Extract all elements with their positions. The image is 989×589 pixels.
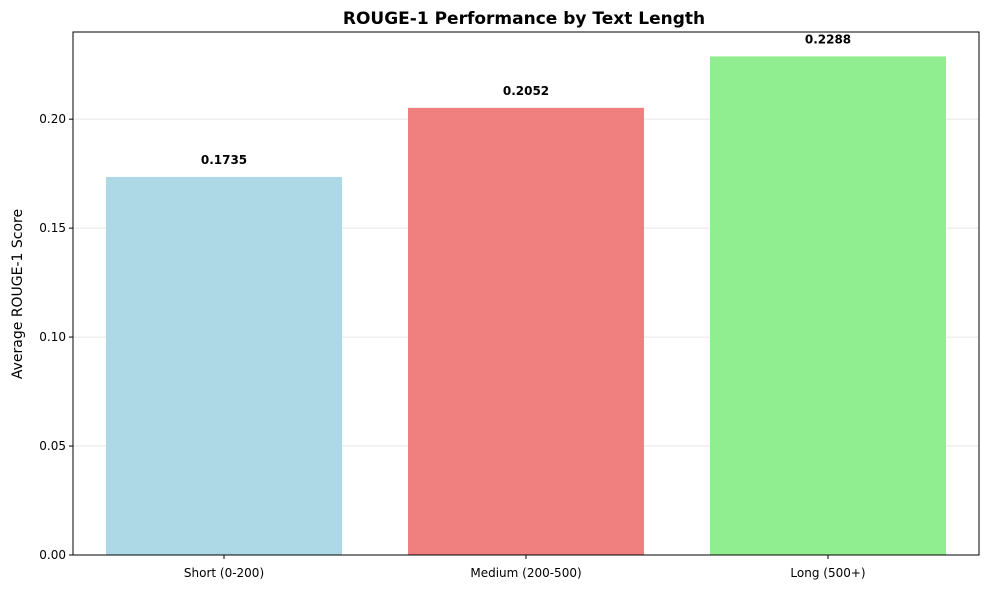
bar [710, 56, 946, 555]
y-tick-label: 0.00 [39, 548, 66, 562]
x-axis-ticks: Short (0-200) Medium (200-500) Long (500+) [184, 555, 866, 580]
y-tick-label: 0.05 [39, 439, 66, 453]
y-tick-label: 0.15 [39, 221, 66, 235]
x-tick-label: Medium (200-500) [470, 566, 581, 580]
chart-title: ROUGE-1 Performance by Text Length [343, 9, 705, 29]
value-label: 0.2052 [503, 84, 549, 98]
value-labels: 0.1735 0.2052 0.2288 [201, 32, 851, 167]
bars [106, 56, 946, 556]
bar [106, 176, 342, 555]
x-tick-label: Short (0-200) [184, 566, 264, 580]
value-label: 0.1735 [201, 153, 247, 167]
y-tick-label: 0.20 [39, 112, 66, 126]
bar [408, 107, 644, 556]
y-tick-label: 0.10 [39, 330, 66, 344]
x-tick-label: Long (500+) [790, 566, 865, 580]
y-axis-ticks: 0.00 0.05 0.10 0.15 0.20 [39, 112, 73, 562]
y-axis-label: Average ROUGE-1 Score [10, 209, 26, 379]
value-label: 0.2288 [805, 32, 851, 46]
